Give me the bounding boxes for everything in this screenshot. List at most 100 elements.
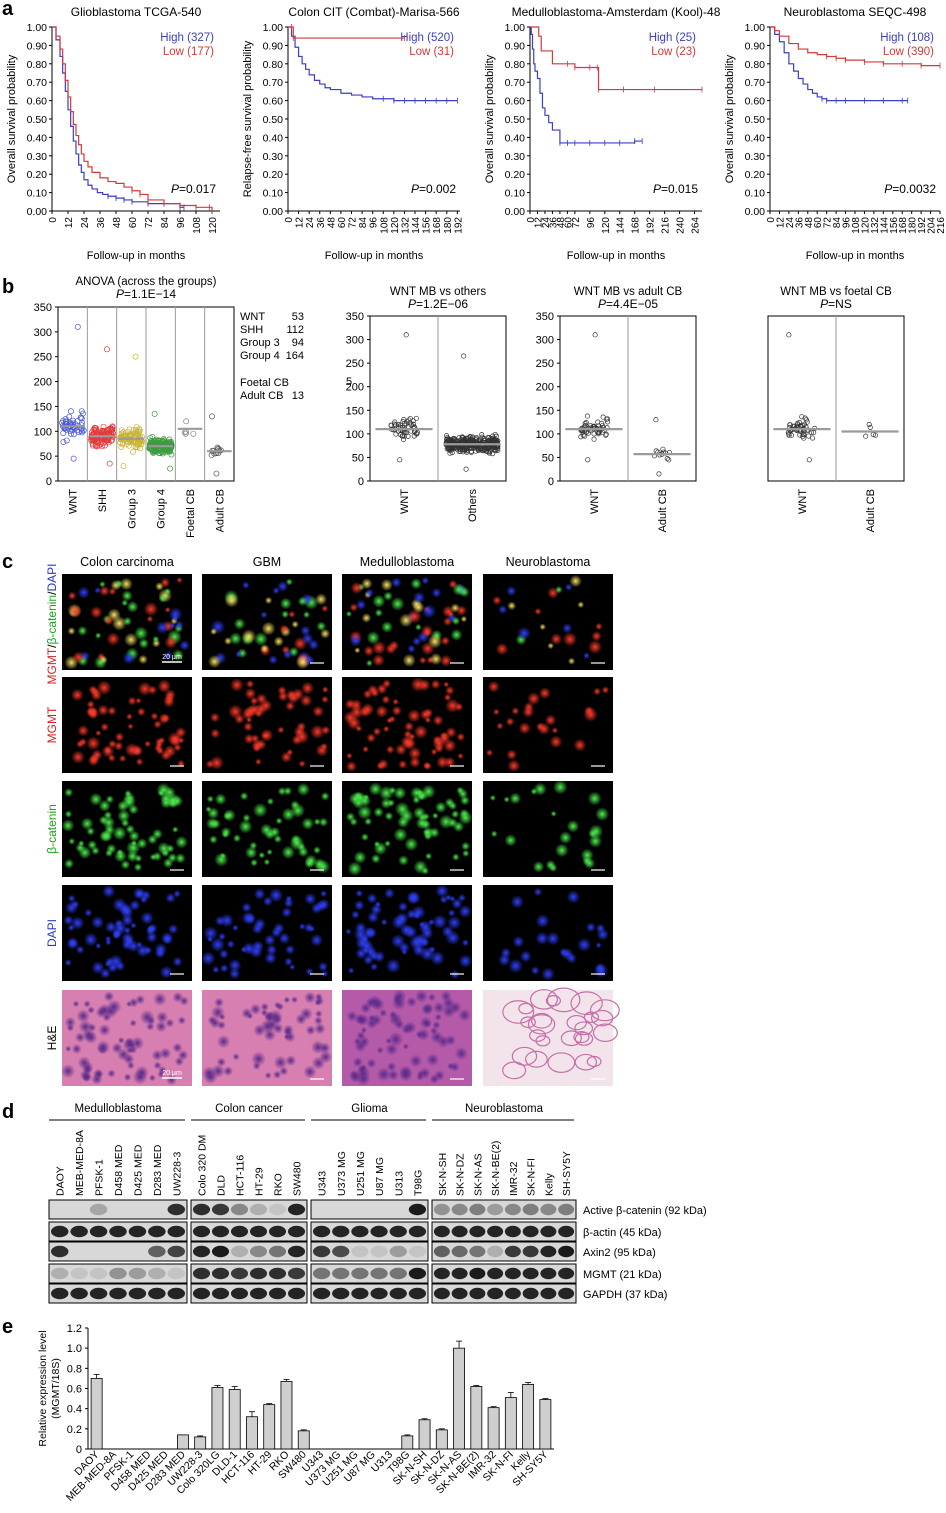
nucleus-mark [277,726,285,734]
lane-label: U313 [393,1171,405,1196]
lane-label: PFSK-1 [94,1159,106,1196]
nucleus-mark [371,853,381,864]
y-tick-label: 0.6 [67,1384,82,1396]
x-tick-label: 12 [64,217,75,229]
nucleus-mark [451,616,461,626]
y-tick-label: 100 [34,426,52,438]
nucleus-mark [210,628,218,636]
nucleus-mark [82,1028,95,1042]
blot-group: Neuroblastoma SK-N-SH SK-N-DZ SK-N-AS SK-N-B… [431,1103,577,1304]
blot-band [287,1225,306,1238]
nucleus-mark [423,629,432,637]
nucleus-mark [279,1066,289,1076]
nucleus-mark [116,848,124,856]
nucleus-mark [510,895,525,909]
blot-band [504,1203,521,1216]
blot-band [89,1203,108,1216]
blot-band [504,1287,521,1300]
data-point [414,430,421,436]
nucleus-mark [404,721,415,732]
nucleus-mark [445,685,455,696]
nucleus-mark [206,795,214,803]
nucleus-mark [122,651,136,665]
band-label: β-actin (45 kDa) [583,1227,661,1239]
nucleus-mark [382,725,390,733]
nucleus-mark [96,1040,111,1055]
nucleus-mark [458,904,472,919]
nucleus-mark [64,788,74,797]
nucleus-mark [164,606,171,613]
panel-c-immunofluorescence: Colon carcinoma GBM Medulloblastoma Neurobl… [45,555,620,1086]
y-tick-label: 0.00 [27,206,48,218]
data-point [456,446,463,452]
count-legend-n: 164 [286,350,304,362]
nucleus-mark [243,721,254,732]
nucleus-mark [77,586,90,599]
blot-group-name: Glioma [351,1103,388,1115]
nucleus-mark [104,960,112,968]
x-tick-label: 72 [571,217,582,229]
x-tick-label: 12 [775,217,786,229]
nucleus-mark [417,1028,430,1041]
nucleus-mark [158,737,166,744]
nucleus-mark [417,1070,424,1078]
bar [211,1387,224,1450]
scale-bar-label: 20 μm [162,1070,182,1077]
nucleus-mark [384,811,394,821]
nucleus-mark [429,652,442,666]
nucleus-mark [413,724,428,739]
nucleus-mark [504,834,517,847]
nucleus-mark [264,1011,275,1022]
blot-band [389,1225,407,1238]
y-tick-label: 300 [34,327,52,339]
x-tick-label: 60 [813,217,824,229]
lane-label: SH-SY5Y [561,1151,573,1196]
blot-band [389,1245,407,1258]
x-tick-label: 12 [295,217,306,229]
nucleus-mark [421,641,435,656]
nucleus-mark [550,633,563,645]
p-value: P=1.2E−06 [408,297,468,311]
y-tick-label: 0.50 [745,114,766,126]
data-point [108,425,115,432]
nucleus-mark [432,715,444,726]
nucleus-mark [72,1000,80,1008]
nucleus-mark [588,824,604,839]
data-point [660,446,666,452]
blot-band [469,1267,486,1280]
data-point [70,431,77,438]
nucleus-mark [283,1028,292,1036]
nucleus-mark [78,840,85,847]
nucleus-mark [99,655,108,664]
nucleus-mark [242,581,250,589]
nucleus-mark [522,706,535,718]
nucleus-mark [112,825,127,841]
nucleus-mark [410,677,426,692]
nucleus-mark [425,852,433,860]
nucleus-mark [230,678,244,692]
bar [90,1378,103,1450]
nucleus-mark [219,852,227,859]
nucleus-mark [495,642,509,656]
data-point [151,410,158,417]
x-tick-label: 132 [870,217,881,234]
nucleus-mark [251,940,265,953]
p-value: P=1.1E−14 [116,287,176,301]
nucleus-mark [595,807,610,822]
nucleus-mark [291,620,299,629]
data-point [810,435,816,441]
nucleus-mark [164,635,178,649]
nucleus-mark [587,639,603,655]
data-point [801,421,807,427]
nucleus-mark [84,908,93,917]
blot-band [249,1267,268,1280]
nucleus-mark [350,581,363,595]
nucleus-mark [285,895,293,903]
nucleus-mark [136,941,143,948]
p-value: P=0.017 [171,182,216,196]
x-tick-label: 156 [889,217,900,234]
micrograph-tile [62,677,192,773]
blot-band [249,1287,268,1300]
nucleus-mark [407,708,421,723]
nucleus-mark [577,937,592,952]
